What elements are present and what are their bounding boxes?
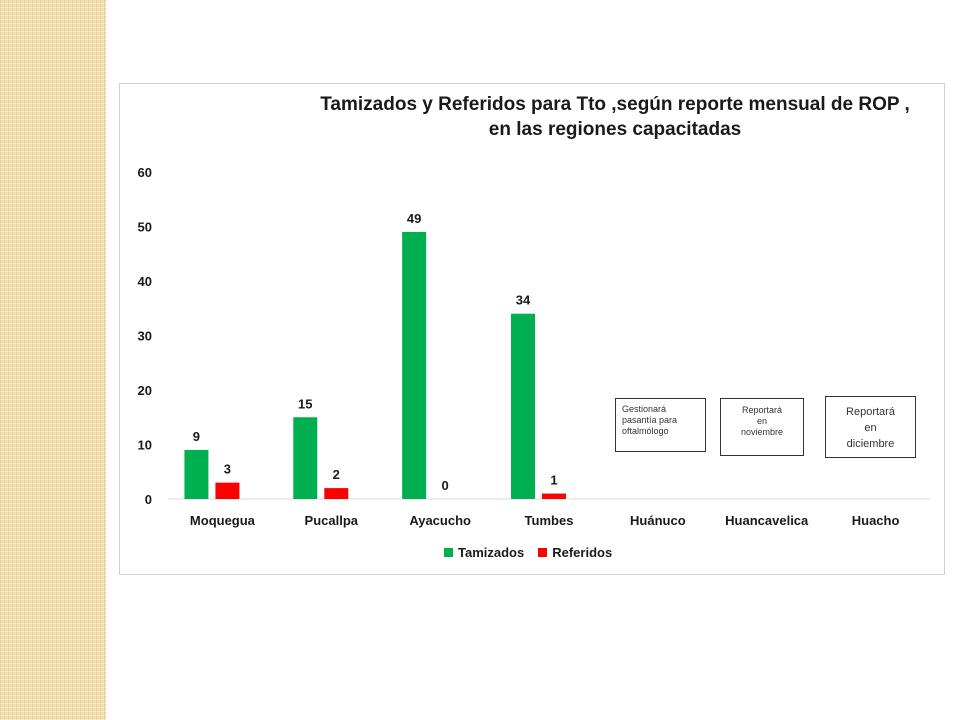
x-tick-label: Moquegua: [190, 513, 256, 528]
note-huanuco-line: oftalmólogo: [622, 426, 669, 436]
y-tick-label: 60: [138, 165, 152, 180]
legend-label-referidos: Referidos: [552, 545, 613, 560]
legend-swatch-tamizados: [444, 548, 453, 557]
data-label: 49: [407, 211, 421, 226]
note-huanuco-line: pasantía para: [622, 415, 678, 425]
x-tick-label: Huánuco: [630, 513, 686, 528]
chart-title: Tamizados y Referidos para Tto ,según re…: [280, 92, 950, 142]
bar-referidos-tumbes: [542, 493, 566, 499]
note-huacho-line: diciembre: [846, 438, 895, 450]
decorative-side-strip: [0, 0, 106, 720]
y-tick-label: 30: [138, 329, 152, 344]
x-tick-label: Huancavelica: [725, 513, 809, 528]
x-tick-label: Pucallpa: [305, 513, 359, 528]
note-huacho: Reportará en diciembre: [825, 396, 916, 458]
data-label: 34: [516, 293, 531, 308]
chart-legend: Tamizados Referidos: [444, 545, 626, 560]
x-tick-label: Tumbes: [525, 513, 574, 528]
legend-item-referidos: Referidos: [538, 545, 612, 560]
data-label: 9: [193, 429, 200, 444]
note-huancavelica-line: en: [756, 416, 767, 426]
data-label: 15: [298, 396, 312, 411]
note-huanuco: Gestionará pasantía para oftalmólogo: [615, 398, 706, 452]
legend-label-tamizados: Tamizados: [458, 545, 525, 560]
note-huancavelica-line: noviembre: [740, 427, 784, 437]
y-tick-label: 50: [138, 220, 152, 235]
legend-item-tamizados: Tamizados: [444, 545, 524, 560]
note-huacho-line: en: [864, 422, 877, 434]
y-tick-label: 40: [138, 274, 152, 289]
bar-referidos-moquegua: [215, 482, 240, 499]
chart-title-line-1: Tamizados y Referidos para Tto ,según re…: [320, 94, 910, 115]
bar-referidos-pucallpa: [324, 488, 349, 499]
bar-tamizados-moquegua: [184, 449, 209, 499]
y-tick-label: 0: [145, 492, 152, 507]
data-label: 0: [442, 478, 449, 493]
note-huancavelica-line: Reportará: [741, 405, 783, 415]
y-tick-label: 10: [138, 438, 152, 453]
x-tick-label: Huacho: [852, 513, 900, 528]
data-label: 3: [224, 462, 231, 477]
bar-tamizados-ayacucho: [402, 231, 427, 499]
legend-swatch-referidos: [538, 548, 548, 557]
y-tick-label: 20: [138, 383, 152, 398]
x-tick-label: Ayacucho: [409, 513, 471, 528]
bar-tamizados-tumbes: [511, 313, 535, 499]
note-huacho-line: Reportará: [846, 406, 895, 418]
chart-title-line-2: en las regiones capacitadas: [488, 119, 742, 140]
data-label: 2: [333, 467, 340, 482]
bar-tamizados-pucallpa: [293, 417, 318, 499]
note-huancavelica: Reportará en noviembre: [720, 398, 804, 456]
note-huanuco-line: Gestionará: [622, 404, 667, 414]
data-label: 1: [550, 473, 557, 488]
